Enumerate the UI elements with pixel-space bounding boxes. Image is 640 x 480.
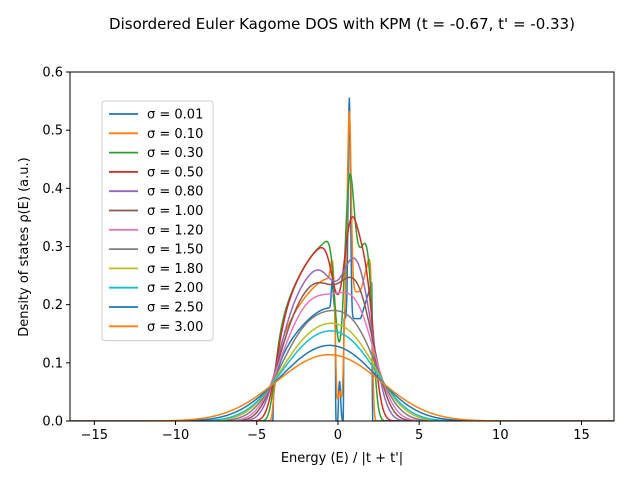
- x-tick-label: 0: [334, 428, 342, 443]
- y-tick-label: 0.2: [42, 298, 63, 313]
- y-tick-label: 0.3: [42, 240, 63, 255]
- legend-label: σ = 1.00: [147, 204, 203, 219]
- series-line-0: [70, 97, 614, 421]
- series-line-9: [70, 330, 614, 421]
- x-tick-label: 15: [573, 428, 590, 443]
- series-line-3: [70, 216, 614, 421]
- series-line-8: [70, 322, 614, 421]
- legend: σ = 0.01 σ = 0.10 σ = 0.30 σ = 0.50 σ = 0.80…: [101, 100, 214, 342]
- y-tick-label: 0.5: [42, 124, 63, 139]
- legend-box: [101, 100, 214, 342]
- series-line-1: [70, 110, 614, 421]
- legend-label: σ = 3.00: [147, 320, 203, 335]
- series-line-6: [70, 291, 614, 421]
- series-line-5: [70, 276, 614, 421]
- y-tick-label: 0.6: [42, 66, 63, 81]
- x-tick-label: −5: [247, 428, 266, 443]
- legend-label: σ = 1.20: [147, 223, 203, 238]
- y-tick-label: 0.4: [42, 182, 63, 197]
- series-lines: [70, 97, 614, 421]
- legend-label: σ = 0.10: [147, 127, 203, 142]
- x-axis-label: Energy (E) / |t + t'|: [281, 451, 403, 466]
- axes: −15 −10 −5 0 5 10 15 0.0 0.1 0.2 0.3 0.4 0.5 0.6: [42, 66, 615, 443]
- legend-label: σ = 1.80: [147, 262, 203, 277]
- legend-label: σ = 0.01: [147, 108, 203, 123]
- y-tick-label: 0.1: [42, 356, 63, 371]
- series-line-7: [70, 309, 614, 421]
- legend-label: σ = 1.50: [147, 243, 203, 258]
- y-axis-label: Density of states ρ(E) (a.u.): [17, 157, 32, 336]
- x-tick-label: 10: [492, 428, 509, 443]
- legend-label: σ = 0.30: [147, 146, 203, 161]
- chart-title: Disordered Euler Kagome DOS with KPM (t …: [109, 15, 575, 33]
- legend-label: σ = 2.50: [147, 301, 203, 316]
- x-tick-label: 5: [415, 428, 423, 443]
- legend-label: σ = 0.80: [147, 185, 203, 200]
- x-tick-label: −15: [81, 428, 108, 443]
- legend-label: σ = 0.50: [147, 165, 203, 180]
- legend-label: σ = 2.00: [147, 281, 203, 296]
- x-tick-label: −10: [162, 428, 189, 443]
- series-line-4: [70, 257, 614, 421]
- series-line-2: [70, 173, 614, 421]
- y-tick-label: 0.0: [42, 415, 63, 430]
